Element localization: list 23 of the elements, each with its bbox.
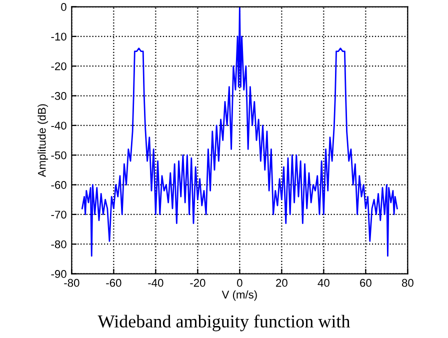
y-tick-label: -40: [51, 122, 66, 130]
y-tick-label: -80: [51, 240, 66, 248]
text: Wideband ambiguity function with: [98, 314, 350, 332]
y-tick-label: -20: [51, 62, 66, 70]
x-tick-label: 20: [276, 278, 288, 287]
x-tick-label: 60: [360, 278, 372, 287]
x-tick-label: 0: [237, 278, 242, 287]
line-series: [81, 6, 398, 257]
y-tick-label: -30: [51, 92, 66, 100]
y-tick-label: -60: [51, 181, 66, 189]
x-tick-label: -60: [106, 278, 122, 287]
x-axis-title: V (m/s): [222, 290, 257, 301]
y-tick-label: -70: [51, 210, 66, 219]
x-tick-label: -20: [190, 278, 206, 287]
y-tick-label: -90: [51, 270, 66, 278]
x-tick-label: 80: [402, 278, 414, 287]
y-tick-label: -10: [51, 32, 66, 41]
y-tick-label: -50: [51, 151, 66, 160]
x-tick-label: -40: [148, 278, 164, 287]
y-axis-title: Amplitude (dB): [38, 104, 48, 177]
y-tick-label: 0: [61, 3, 66, 11]
x-tick-label: -80: [64, 278, 80, 287]
x-tick-label: 40: [318, 278, 330, 287]
